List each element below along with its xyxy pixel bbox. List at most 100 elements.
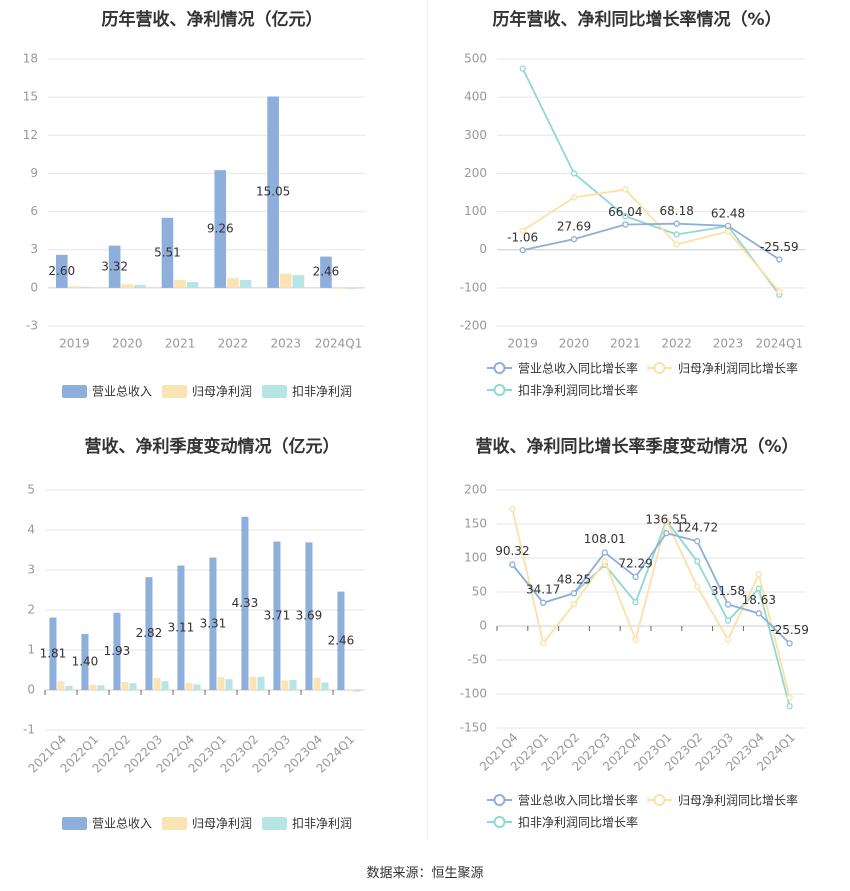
data-point — [519, 246, 526, 254]
bar-revenue — [337, 591, 345, 690]
bar-revenue — [241, 516, 249, 690]
legend-label: 归母净利润 — [192, 385, 252, 399]
data-point — [622, 186, 629, 193]
x-tick-label: 2021 — [165, 337, 196, 351]
annual-revenue-profit-svg: 历年营收、净利情况（亿元） 18 15 12 9 6 3 0 -3 2019 2020 2021 202… — [23, 9, 365, 399]
data-point — [570, 590, 578, 597]
data-point — [724, 222, 732, 230]
data-point — [776, 256, 783, 263]
data-source-note: 数据来源：恒生聚源 — [366, 866, 484, 881]
y-tick-label: 9 — [30, 166, 38, 180]
y-tick-label: 12 — [23, 128, 38, 142]
y-tick-label: 6 — [30, 204, 38, 218]
y-tick-label: 0 — [30, 280, 38, 294]
x-tick-label: 2023 — [270, 337, 301, 351]
data-label: 27.69 — [557, 220, 591, 234]
chart-title: 营收、净利同比增长率季度变动情况（%） — [475, 436, 798, 457]
y-tick-label: 100 — [464, 551, 487, 565]
data-point — [570, 170, 578, 177]
data-label: 62.48 — [711, 206, 745, 220]
bar-net-profit — [121, 682, 129, 690]
data-point — [673, 241, 680, 248]
data-label: 4.33 — [232, 596, 259, 610]
y-tick-label: 0 — [479, 242, 487, 256]
data-point — [724, 601, 732, 608]
bar-revenue — [320, 256, 332, 288]
data-label: 136.55 — [645, 513, 687, 527]
data-point — [509, 505, 516, 513]
y-tick-label: 0 — [479, 619, 487, 633]
legend-swatch — [162, 817, 187, 830]
data-point — [601, 549, 608, 556]
y-tick-label: 1 — [27, 643, 35, 657]
data-point — [601, 558, 608, 565]
data-point — [632, 599, 639, 606]
bar-deducted-profit — [161, 681, 169, 690]
bar-deducted-profit — [225, 679, 233, 690]
legend-label: 归母净利润同比增长率 — [678, 361, 798, 376]
bar-revenue — [81, 634, 89, 690]
data-label: 48.25 — [557, 573, 591, 587]
bar-revenue — [177, 565, 185, 690]
bar-net-profit — [89, 684, 97, 690]
legend-marker — [493, 794, 506, 806]
y-tick-label: 5 — [27, 483, 35, 497]
bar-deducted-profit — [186, 282, 199, 288]
bar-revenue — [113, 612, 121, 690]
data-point — [786, 703, 793, 710]
annual-growth-rate-chart: 历年营收、净利同比增长率情况（%） 500 400 300 200 100 0 -100 -20… — [425, 0, 850, 430]
x-tick-label: 2020 — [112, 337, 143, 351]
data-point — [570, 236, 578, 243]
bar-net-profit — [345, 690, 353, 692]
x-tick-label: 2019 — [507, 337, 538, 351]
data-label: 124.72 — [676, 521, 718, 535]
data-point — [694, 538, 701, 545]
y-tick-label: 3 — [30, 242, 38, 256]
bar-deducted-profit — [321, 682, 329, 690]
data-point — [694, 583, 701, 590]
chart-title: 历年营收、净利同比增长率情况（%） — [492, 9, 781, 30]
bar-revenue — [273, 541, 281, 690]
legend-label: 扣非净利润 — [292, 817, 352, 831]
data-label: 2.60 — [48, 264, 75, 278]
x-tick-label: 2019 — [59, 337, 90, 351]
data-point — [622, 221, 629, 228]
data-label: 3.11 — [168, 620, 195, 634]
bar-revenue — [214, 170, 227, 288]
data-label: 1.81 — [40, 646, 67, 660]
legend-label: 扣非净利润 — [292, 385, 352, 399]
data-point — [632, 573, 639, 580]
legend-label: 归母净利润同比增长率 — [678, 793, 798, 808]
x-tick-label: 2024Q1 — [756, 337, 804, 351]
legend-marker — [493, 384, 506, 396]
y-tick-label: 200 — [464, 166, 487, 180]
bar-revenue — [49, 617, 57, 690]
bar-deducted-profit — [353, 690, 361, 692]
legend-label: 归母净利润 — [192, 817, 252, 831]
data-label: 18.63 — [742, 593, 776, 607]
legend-marker — [653, 794, 666, 806]
series-line-revenue-growth — [522, 222, 780, 261]
x-tick-label: 2022 — [661, 337, 692, 351]
data-label: 3.69 — [296, 609, 323, 623]
data-label: -1.06 — [507, 231, 538, 245]
legend-marker — [493, 816, 506, 828]
bar-deducted-profit — [97, 685, 105, 690]
series-line-deducted-profit-growth — [521, 68, 781, 296]
legend-label: 营业总收入同比增长率 — [518, 793, 638, 808]
bar-net-profit — [281, 680, 289, 690]
y-tick-label: 0 — [27, 683, 35, 697]
data-point — [724, 636, 732, 643]
data-label: 15.05 — [256, 185, 290, 199]
bar-deducted-profit — [257, 676, 265, 690]
data-label: 9.26 — [207, 221, 234, 235]
data-label: 108.01 — [584, 532, 626, 546]
y-tick-label: 3 — [27, 563, 35, 577]
legend-swatch — [162, 385, 187, 398]
y-tick-label: -150 — [460, 721, 487, 735]
data-label: 2.82 — [136, 626, 163, 640]
bar-deducted-profit — [193, 684, 201, 690]
x-tick-label: 2023 — [713, 337, 744, 351]
legend-marker — [493, 362, 506, 374]
data-point — [540, 599, 547, 606]
